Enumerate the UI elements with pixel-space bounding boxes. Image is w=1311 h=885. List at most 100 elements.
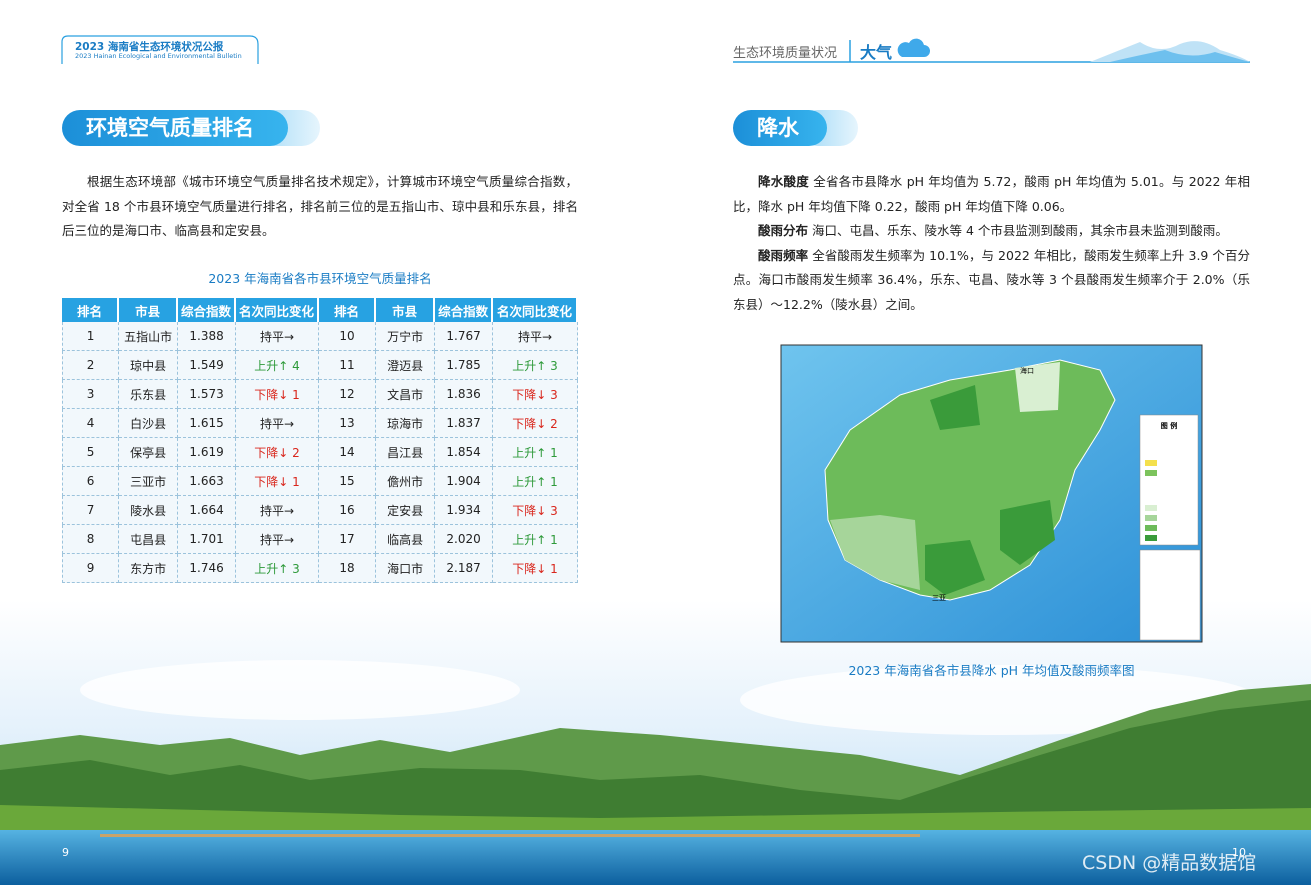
map-region <box>1000 500 1055 565</box>
change-cell: 持平→ <box>236 496 319 525</box>
table-row: 6 三亚市 1.663 下降↓ 1 15 儋州市 1.904 上升↑ 1 <box>62 467 578 496</box>
section-name: 生态环境质量状况 <box>733 46 838 61</box>
paragraph-lead: 酸雨分布 <box>758 223 809 238</box>
map-inset <box>1139 549 1201 641</box>
legend-swatch <box>1145 470 1157 476</box>
table-row: 1 五指山市 1.388 持平→ 10 万宁市 1.767 持平→ <box>62 322 578 351</box>
city-cell: 定安县 <box>376 496 436 525</box>
header-cell: 市县 <box>119 298 179 322</box>
table-cell: 17 <box>318 525 377 554</box>
map-region <box>930 385 980 430</box>
table-row: 4 白沙县 1.615 持平→ 13 琼海市 1.837 下降↓ 2 <box>62 409 578 438</box>
change-cell: 上升↑ 1 <box>493 467 578 496</box>
table-row: 9 东方市 1.746 上升↑ 3 18 海口市 2.187 下降↓ 1 <box>62 554 578 583</box>
paragraph-lead: 酸雨频率 <box>758 247 809 263</box>
table-cell: 13 <box>318 409 377 438</box>
table-row: 8 屯昌县 1.701 持平→ 17 临高县 2.020 上升↑ 1 <box>62 525 578 554</box>
table-cell: 1.663 <box>178 467 237 496</box>
cloud <box>80 660 520 720</box>
boardwalk <box>100 834 920 837</box>
table-caption: 2023 年海南省各市县环境空气质量排名 <box>208 271 432 286</box>
table-cell: 18 <box>318 554 377 583</box>
section-heading: 环境空气质量排名 <box>62 110 288 146</box>
table-cell: 1.619 <box>178 438 237 467</box>
table-cell: 2.187 <box>435 554 494 583</box>
paragraph-text: 全省各市县降水 pH 年均值为 5.72，酸雨 pH 年均值为 5.01。与 2… <box>733 174 1250 214</box>
table-cell: 7 <box>62 496 120 525</box>
table-cell: 1.767 <box>435 322 494 351</box>
table-cell: 1.934 <box>435 496 494 525</box>
table-cell: 2 <box>62 351 120 380</box>
hills-front <box>0 700 1311 840</box>
map-region <box>830 515 920 590</box>
paragraph: 酸雨分布 海口、屯昌、乐东、陵水等 4 个市县监测到酸雨，其余市县未监测到酸雨。 <box>733 219 1250 244</box>
bulletin-title: 2023 海南省生态环境状况公报 <box>75 41 224 53</box>
table-cell: 4 <box>62 409 120 438</box>
table-cell: 2.020 <box>435 525 494 554</box>
map-label: 三亚 <box>932 594 946 602</box>
page-number: 9 <box>62 846 69 859</box>
table-row: 3 乐东县 1.573 下降↓ 1 12 文昌市 1.836 下降↓ 3 <box>62 380 578 409</box>
table-cell: 1.573 <box>178 380 237 409</box>
change-cell: 上升↑ 1 <box>493 525 578 554</box>
page-number: 10 <box>1232 846 1246 859</box>
legend-swatch <box>1145 535 1157 541</box>
city-cell: 五指山市 <box>119 322 179 351</box>
city-cell: 三亚市 <box>119 467 179 496</box>
change-cell: 持平→ <box>236 409 319 438</box>
topic-name: 大气 <box>860 43 893 62</box>
table-cell: 11 <box>318 351 377 380</box>
header-cell: 排名 <box>318 298 377 322</box>
change-cell: 持平→ <box>493 322 578 351</box>
paragraph: 降水酸度 全省各市县降水 pH 年均值为 5.72，酸雨 pH 年均值为 5.0… <box>733 170 1250 219</box>
change-cell: 持平→ <box>236 525 319 554</box>
table-header: 排名 市县 综合指数 名次同比变化 排名 市县 综合指数 名次同比变化 <box>62 298 578 322</box>
change-cell: 下降↓ 1 <box>493 554 578 583</box>
legend-title: 图 例 <box>1161 421 1177 430</box>
city-cell: 白沙县 <box>119 409 179 438</box>
header-cell: 名次同比变化 <box>493 298 578 322</box>
table-cell: 5 <box>62 438 120 467</box>
map-caption: 2023 年海南省各市县降水 pH 年均值及酸雨频率图 <box>848 663 1135 678</box>
change-cell: 上升↑ 3 <box>236 554 319 583</box>
cloud-icon <box>897 38 930 57</box>
table-cell: 1.701 <box>178 525 237 554</box>
table-cell: 14 <box>318 438 377 467</box>
ranking-table: 排名 市县 综合指数 名次同比变化 排名 市县 综合指数 名次同比变化 1 五指山市 1.388 持… <box>62 298 578 583</box>
paragraph-lead: 降水酸度 <box>758 174 810 189</box>
change-cell: 持平→ <box>236 322 319 351</box>
table-cell: 10 <box>318 322 377 351</box>
badge-frame <box>61 35 259 64</box>
map-legend <box>1139 414 1199 546</box>
table-cell: 15 <box>318 467 377 496</box>
table-cell: 9 <box>62 554 120 583</box>
city-cell: 乐东县 <box>119 380 179 409</box>
change-cell: 上升↑ 1 <box>493 438 578 467</box>
table-cell: 1.785 <box>435 351 494 380</box>
table-body: 1 五指山市 1.388 持平→ 10 万宁市 1.767 持平→ 2 琼中县 1.549 上升↑ 4… <box>62 322 578 583</box>
table-cell: 1.388 <box>178 322 237 351</box>
table-row: 2 琼中县 1.549 上升↑ 4 11 澄迈县 1.785 上升↑ 3 <box>62 351 578 380</box>
watermark: CSDN @精品数据馆 <box>1082 852 1257 874</box>
map: 图 例 海口 三亚 <box>780 344 1203 643</box>
table-cell: 1.664 <box>178 496 237 525</box>
table-cell: 1.836 <box>435 380 494 409</box>
city-cell: 琼海市 <box>376 409 436 438</box>
table-row: 5 保亭县 1.619 下降↓ 2 14 昌江县 1.854 上升↑ 1 <box>62 438 578 467</box>
city-cell: 琼中县 <box>119 351 179 380</box>
header-cell: 综合指数 <box>435 298 494 322</box>
legend-swatch <box>1145 525 1157 531</box>
legend-swatch <box>1145 460 1157 466</box>
paragraph: 酸雨频率 全省酸雨发生频率为 10.1%，与 2022 年相比，酸雨发生频率上升… <box>733 244 1250 318</box>
table-cell: 3 <box>62 380 120 409</box>
change-cell: 上升↑ 4 <box>236 351 319 380</box>
table-cell: 1.615 <box>178 409 237 438</box>
legend-swatch <box>1145 505 1157 511</box>
lake <box>0 830 1311 885</box>
table-cell: 1.746 <box>178 554 237 583</box>
city-cell: 陵水县 <box>119 496 179 525</box>
legend-swatch <box>1145 515 1157 521</box>
city-cell: 临高县 <box>376 525 436 554</box>
city-cell: 海口市 <box>376 554 436 583</box>
